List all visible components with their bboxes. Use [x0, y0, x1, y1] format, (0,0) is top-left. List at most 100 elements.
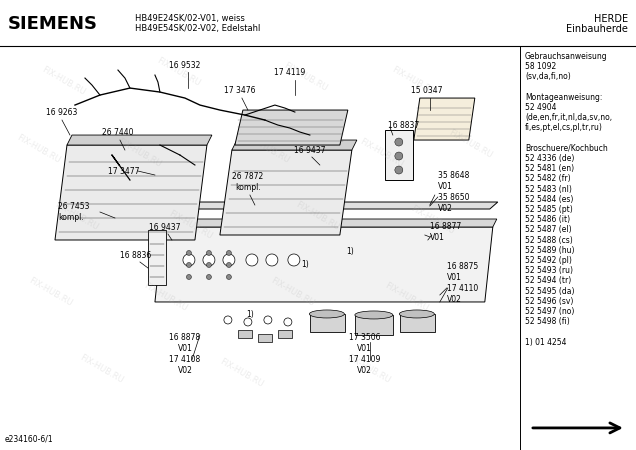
Polygon shape — [235, 110, 348, 145]
Text: 26 7453
kompl.: 26 7453 kompl. — [58, 202, 90, 222]
Text: Broschuere/Kochbuch: Broschuere/Kochbuch — [525, 144, 608, 153]
Text: 17 3506
V01
17 4109
V02: 17 3506 V01 17 4109 V02 — [349, 333, 380, 375]
Text: Montageanweisung:: Montageanweisung: — [525, 93, 602, 102]
Text: e234160-6/1: e234160-6/1 — [5, 435, 53, 444]
Text: FIX-HUB.RU: FIX-HUB.RU — [15, 132, 62, 165]
Text: FIX-HUB.RU: FIX-HUB.RU — [218, 357, 265, 390]
Circle shape — [264, 316, 272, 324]
Bar — [258, 334, 272, 342]
Text: FIX-HUB.RU: FIX-HUB.RU — [167, 209, 214, 241]
Text: FIX-HUB.RU: FIX-HUB.RU — [142, 281, 189, 313]
Text: FIX-HUB.RU: FIX-HUB.RU — [390, 65, 436, 97]
Text: FIX-HUB.RU: FIX-HUB.RU — [294, 200, 342, 232]
Text: HERDE: HERDE — [593, 14, 628, 24]
Text: fi,es,pt,el,cs,pl,tr,ru): fi,es,pt,el,cs,pl,tr,ru) — [525, 123, 603, 132]
Text: 58 1092: 58 1092 — [525, 62, 556, 71]
Bar — [278, 330, 292, 338]
Text: 1) 01 4254: 1) 01 4254 — [525, 338, 567, 346]
Text: FIX-HUB.RU: FIX-HUB.RU — [53, 200, 100, 232]
Circle shape — [203, 254, 215, 266]
Circle shape — [226, 274, 232, 279]
Circle shape — [207, 262, 211, 267]
Text: 26 7872
kompl.: 26 7872 kompl. — [232, 172, 263, 192]
Circle shape — [207, 274, 211, 279]
Text: 16 8878
V01
17 4108
V02: 16 8878 V01 17 4108 V02 — [169, 333, 200, 375]
Polygon shape — [67, 135, 212, 145]
Text: 52 5486 (it): 52 5486 (it) — [525, 215, 570, 224]
Text: FIX-HUB.RU: FIX-HUB.RU — [358, 137, 404, 169]
Text: 1): 1) — [246, 310, 254, 320]
Text: FIX-HUB.RU: FIX-HUB.RU — [409, 204, 455, 237]
Text: 52 5481 (en): 52 5481 (en) — [525, 164, 574, 173]
Text: 52 5492 (pl): 52 5492 (pl) — [525, 256, 572, 265]
Text: 17 3476: 17 3476 — [224, 86, 256, 95]
Text: 35 8648
V01
35 8650
V02: 35 8648 V01 35 8650 V02 — [438, 171, 469, 213]
Text: 52 5489 (hu): 52 5489 (hu) — [525, 246, 574, 255]
Text: 16 9437: 16 9437 — [149, 223, 181, 232]
Circle shape — [395, 138, 403, 146]
Text: 52 5498 (fi): 52 5498 (fi) — [525, 317, 570, 326]
Circle shape — [226, 262, 232, 267]
Text: FIX-HUB.RU: FIX-HUB.RU — [40, 65, 87, 97]
Circle shape — [288, 254, 300, 266]
Polygon shape — [163, 219, 497, 227]
Text: 52 5487 (el): 52 5487 (el) — [525, 225, 572, 234]
Circle shape — [395, 152, 403, 160]
Text: FIX-HUB.RU: FIX-HUB.RU — [244, 132, 291, 165]
Polygon shape — [414, 98, 475, 140]
Text: 16 8836: 16 8836 — [120, 251, 151, 260]
Text: (sv,da,fi,no): (sv,da,fi,no) — [525, 72, 570, 81]
Text: 52 5482 (fr): 52 5482 (fr) — [525, 175, 570, 184]
Text: 52 5488 (cs): 52 5488 (cs) — [525, 236, 573, 245]
Ellipse shape — [355, 311, 393, 319]
Text: (de,en,fr,it,nl,da,sv,no,: (de,en,fr,it,nl,da,sv,no, — [525, 113, 612, 122]
Text: FIX-HUB.RU: FIX-HUB.RU — [27, 276, 74, 309]
Text: 52 5494 (tr): 52 5494 (tr) — [525, 276, 571, 285]
Polygon shape — [155, 227, 493, 302]
Text: 16 9437: 16 9437 — [294, 146, 326, 155]
Text: 52 5493 (ru): 52 5493 (ru) — [525, 266, 573, 275]
Circle shape — [186, 262, 191, 267]
Polygon shape — [310, 314, 345, 332]
Text: 52 5485 (pt): 52 5485 (pt) — [525, 205, 573, 214]
Ellipse shape — [309, 310, 344, 318]
Text: 52 5497 (no): 52 5497 (no) — [525, 307, 574, 316]
Polygon shape — [220, 150, 352, 235]
Circle shape — [246, 254, 258, 266]
Text: SIEMENS: SIEMENS — [8, 15, 98, 33]
Text: 52 5495 (da): 52 5495 (da) — [525, 287, 574, 296]
Polygon shape — [55, 145, 207, 240]
Text: 1): 1) — [301, 261, 308, 270]
Text: FIX-HUB.RU: FIX-HUB.RU — [345, 353, 392, 385]
Text: 1): 1) — [346, 248, 354, 256]
Bar — [238, 330, 252, 338]
Polygon shape — [232, 140, 357, 150]
Text: FIX-HUB.RU: FIX-HUB.RU — [116, 137, 163, 169]
Text: 17 4119: 17 4119 — [274, 68, 305, 77]
Polygon shape — [160, 202, 498, 209]
Text: 16 9263: 16 9263 — [46, 108, 78, 117]
Text: FIX-HUB.RU: FIX-HUB.RU — [282, 60, 329, 93]
Circle shape — [266, 254, 278, 266]
Circle shape — [223, 254, 235, 266]
Text: FIX-HUB.RU: FIX-HUB.RU — [384, 281, 430, 313]
Text: 52 5496 (sv): 52 5496 (sv) — [525, 297, 574, 306]
Text: Einbauherde: Einbauherde — [566, 24, 628, 34]
Text: 15 0347: 15 0347 — [411, 86, 443, 95]
Text: 17 3477: 17 3477 — [108, 166, 139, 176]
Polygon shape — [355, 315, 393, 335]
Text: 16 8877
V01: 16 8877 V01 — [430, 222, 461, 242]
Text: FIX-HUB.RU: FIX-HUB.RU — [155, 56, 202, 88]
Text: Gebrauchsanweisung: Gebrauchsanweisung — [525, 52, 607, 61]
Text: 52 4336 (de): 52 4336 (de) — [525, 154, 574, 163]
Text: 16 8837: 16 8837 — [388, 121, 419, 130]
Text: HB49E54SK/02-V02, Edelstahl: HB49E54SK/02-V02, Edelstahl — [135, 24, 260, 33]
Polygon shape — [400, 314, 435, 332]
Text: 52 5484 (es): 52 5484 (es) — [525, 195, 574, 204]
Text: 16 8875
V01
17 4110
V02: 16 8875 V01 17 4110 V02 — [447, 262, 478, 304]
Circle shape — [207, 251, 211, 256]
Text: 26 7440: 26 7440 — [102, 128, 134, 137]
Text: 52 5483 (nl): 52 5483 (nl) — [525, 184, 572, 194]
Bar — [385, 130, 413, 180]
Ellipse shape — [399, 310, 434, 318]
